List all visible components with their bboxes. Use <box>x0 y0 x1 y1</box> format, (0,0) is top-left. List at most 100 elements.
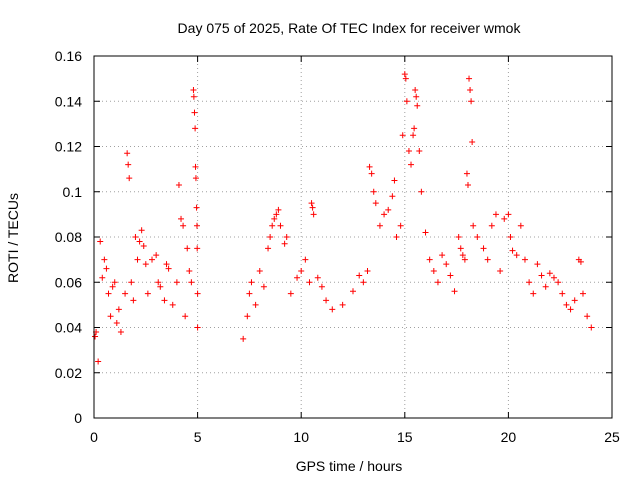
data-point <box>188 279 195 286</box>
data-point <box>464 181 471 188</box>
data-point <box>461 256 468 263</box>
data-point <box>416 148 423 155</box>
y-tick-label: 0.1 <box>63 184 83 200</box>
data-point <box>180 222 187 229</box>
data-point <box>92 333 99 340</box>
data-point <box>567 306 574 313</box>
data-point <box>323 297 330 304</box>
data-point <box>308 200 315 207</box>
y-tick-label: 0.16 <box>55 48 82 64</box>
data-point <box>281 240 288 247</box>
data-point <box>577 258 584 265</box>
data-point <box>252 301 259 308</box>
data-point <box>105 290 112 297</box>
data-point <box>405 148 412 155</box>
y-tick-label: 0.08 <box>55 229 82 245</box>
data-point <box>132 234 139 240</box>
data-point <box>410 132 417 139</box>
x-tick-label: 0 <box>90 429 98 445</box>
data-point <box>484 256 491 263</box>
y-tick-label: 0.04 <box>55 320 82 336</box>
data-point <box>107 313 114 320</box>
y-tick-label: 0.02 <box>55 365 82 381</box>
data-point <box>542 283 549 290</box>
data-point <box>124 150 131 157</box>
data-point <box>173 279 180 286</box>
data-point <box>418 188 425 195</box>
data-point <box>269 222 276 229</box>
data-point <box>142 261 149 268</box>
data-point <box>513 252 520 259</box>
data-point <box>99 274 106 281</box>
data-point <box>408 161 415 168</box>
data-point <box>163 261 170 268</box>
y-tick-label: 0.12 <box>55 139 82 155</box>
data-point <box>136 238 143 245</box>
data-point <box>283 234 290 240</box>
data-point <box>248 279 255 286</box>
data-point <box>530 290 537 297</box>
data-point <box>563 301 570 308</box>
x-tick-label: 5 <box>194 429 202 445</box>
data-point <box>507 234 514 240</box>
data-point <box>287 290 294 297</box>
data-point <box>434 279 441 286</box>
data-point <box>393 234 400 240</box>
data-point <box>467 86 474 93</box>
y-tick-label: 0.06 <box>55 274 82 290</box>
data-point <box>571 297 578 304</box>
data-point <box>101 256 108 263</box>
data-point <box>364 267 371 274</box>
data-point <box>165 265 172 272</box>
data-point <box>306 279 313 286</box>
data-point <box>294 274 301 281</box>
data-point <box>381 211 388 218</box>
data-point <box>546 270 553 277</box>
data-point <box>501 215 508 222</box>
data-point <box>443 261 450 268</box>
data-point <box>194 245 201 252</box>
data-point <box>256 267 263 274</box>
data-point <box>447 272 454 279</box>
data-point <box>368 170 375 177</box>
data-point <box>480 245 487 252</box>
data-point <box>391 177 398 184</box>
data-point <box>329 306 336 313</box>
data-point <box>265 245 272 252</box>
data-point <box>538 272 545 279</box>
x-tick-label: 25 <box>604 429 620 445</box>
data-point <box>517 222 524 229</box>
data-point <box>153 252 160 259</box>
data-point <box>439 252 446 259</box>
data-point <box>302 256 309 263</box>
data-point <box>122 290 129 297</box>
data-point <box>492 211 499 218</box>
data-point <box>310 211 317 218</box>
data-point <box>186 267 193 274</box>
data-point <box>399 132 406 139</box>
data-point <box>191 109 198 116</box>
data-point <box>468 98 475 105</box>
data-point <box>194 290 201 297</box>
axis-ticks <box>93 55 613 419</box>
data-point <box>459 252 466 259</box>
data-point <box>584 313 591 320</box>
data-point <box>463 170 470 177</box>
data-point <box>149 256 156 263</box>
data-point <box>130 297 137 304</box>
y-tick-labels: 0 0.02 0.04 0.06 0.08 0.1 0.12 0.14 0.16 <box>55 48 82 426</box>
data-point <box>550 274 557 281</box>
data-point <box>579 290 586 297</box>
data-point <box>474 234 481 240</box>
data-point <box>509 247 516 254</box>
data-point <box>277 222 284 229</box>
data-point <box>403 98 410 105</box>
data-point <box>451 288 458 295</box>
data-point <box>113 319 120 326</box>
data-point <box>505 211 512 218</box>
data-point <box>155 279 162 286</box>
data-point <box>389 193 396 200</box>
data-point <box>175 181 182 188</box>
data-point <box>430 267 437 274</box>
